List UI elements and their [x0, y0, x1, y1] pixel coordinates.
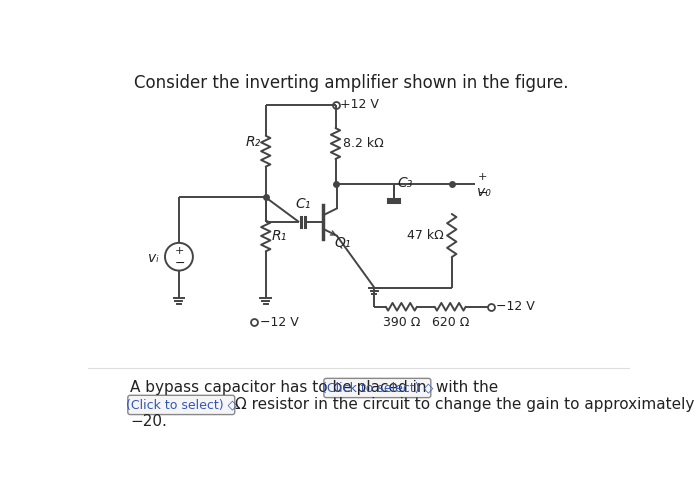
Text: A bypass capacitor has to be placed in: A bypass capacitor has to be placed in	[130, 380, 431, 395]
Text: −12 V: −12 V	[260, 316, 298, 328]
Text: −: −	[174, 257, 185, 270]
Text: with the: with the	[430, 380, 498, 395]
Text: 390 Ω: 390 Ω	[383, 316, 420, 329]
Text: (Click to select) ◇: (Click to select) ◇	[126, 398, 237, 411]
Text: −: −	[477, 187, 488, 200]
Text: Ω resistor in the circuit to change the gain to approximately: Ω resistor in the circuit to change the …	[234, 397, 694, 412]
Text: vᵢ: vᵢ	[148, 252, 159, 265]
Text: +12 V: +12 V	[340, 98, 379, 111]
Text: −12 V: −12 V	[496, 300, 535, 313]
Text: 620 Ω: 620 Ω	[431, 316, 469, 329]
Text: (Click to select) ◇: (Click to select) ◇	[322, 381, 433, 394]
Text: −20.: −20.	[130, 414, 167, 429]
Text: R₂: R₂	[246, 135, 261, 149]
Text: C₃: C₃	[398, 176, 413, 190]
Text: +: +	[175, 245, 184, 256]
Text: v₀: v₀	[477, 185, 491, 199]
Text: R₁: R₁	[272, 229, 287, 243]
FancyBboxPatch shape	[324, 378, 430, 397]
Text: C₁: C₁	[295, 197, 311, 211]
Text: Q₁: Q₁	[335, 236, 351, 250]
Text: 8.2 kΩ: 8.2 kΩ	[343, 137, 384, 150]
Text: 47 kΩ: 47 kΩ	[407, 229, 444, 242]
FancyBboxPatch shape	[128, 395, 234, 414]
Text: +: +	[477, 173, 486, 183]
Text: Consider the inverting amplifier shown in the figure.: Consider the inverting amplifier shown i…	[134, 74, 568, 92]
